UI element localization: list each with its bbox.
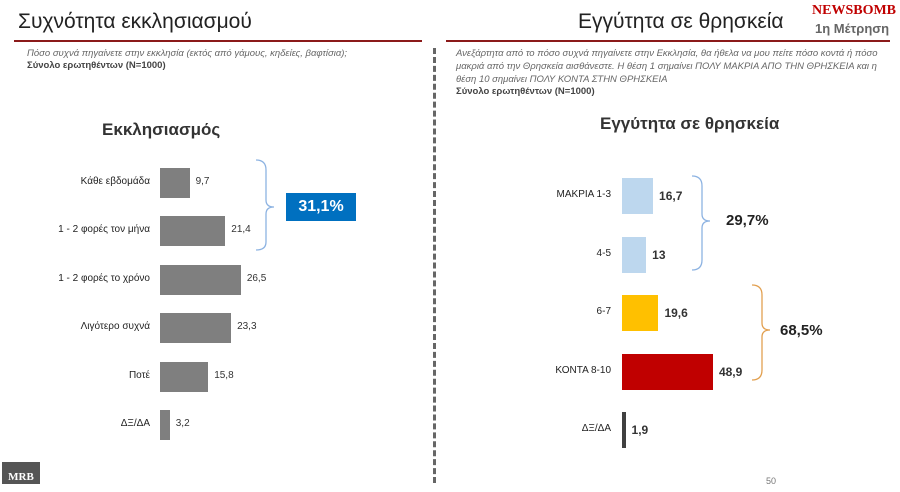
value-label: 13	[652, 247, 666, 262]
value-label: 9,7	[195, 176, 210, 187]
page-number: 50	[766, 476, 777, 486]
value-label: 15,8	[214, 369, 234, 381]
bar	[160, 313, 232, 344]
right-title: Εγγύτητα σε θρησκεία	[578, 10, 784, 33]
right-rule	[446, 40, 890, 42]
category-label: ΔΞ/ΔΑ	[581, 423, 611, 434]
bar	[622, 353, 713, 390]
value-label: 1,9	[631, 423, 649, 437]
category-label: 1 - 2 φορές τον μήνα	[58, 224, 150, 236]
bar	[160, 168, 190, 198]
divider	[433, 48, 436, 483]
newsbomb-logo: NEWSBOMB	[812, 3, 897, 18]
value-label: 48,9	[718, 364, 743, 379]
bar	[622, 178, 654, 214]
bar	[622, 295, 659, 331]
right-sample: Σύνολο ερωτηθέντων (N=1000)	[456, 86, 595, 97]
category-label: Κάθε εβδομάδα	[80, 176, 150, 187]
left-chart-title: Εκκλησιασμός	[102, 120, 221, 139]
bracket-close	[751, 284, 771, 381]
value-label: 19,6	[664, 306, 688, 320]
category-label: Λιγότερο συχνά	[80, 321, 150, 333]
total-badge: 31,1%	[286, 193, 356, 221]
bracket-far	[691, 175, 711, 271]
bar	[160, 264, 241, 295]
left-rule	[14, 40, 422, 42]
value-label: 3,2	[175, 418, 190, 429]
value-label: 26,5	[246, 272, 267, 284]
bar	[622, 412, 626, 448]
bracket-left	[255, 159, 275, 251]
left-question: Πόσο συχνά πηγαίνετε στην εκκλησία (εκτό…	[27, 48, 348, 59]
category-label: ΔΞ/ΔΑ	[120, 418, 150, 429]
far-total: 29,7%	[726, 212, 769, 229]
category-label: 4-5	[596, 247, 611, 259]
mrb-logo: MRB	[2, 462, 40, 484]
value-label: 23,3	[237, 321, 257, 333]
category-label: Ποτέ	[128, 369, 150, 381]
bar	[160, 216, 226, 247]
right-chart-title: Εγγύτητα σε θρησκεία	[600, 114, 780, 133]
category-label: ΚΟΝΤΑ 8-10	[555, 364, 611, 376]
bar	[160, 361, 209, 392]
category-label: 6-7	[596, 306, 611, 317]
category-label: ΜΑΚΡΙΑ 1-3	[556, 189, 611, 200]
close-total: 68,5%	[780, 322, 823, 339]
value-label: 16,7	[659, 189, 683, 203]
left-sample: Σύνολο ερωτηθέντων (N=1000)	[27, 60, 166, 71]
wave-label: 1η Μέτρηση	[815, 21, 890, 36]
category-label: 1 - 2 φορές το χρόνο	[58, 272, 150, 284]
left-title: Συχνότητα εκκλησιασμού	[18, 10, 252, 33]
bar	[160, 410, 170, 440]
bar	[622, 236, 647, 273]
value-label: 21,4	[231, 224, 251, 236]
right-question: Ανεξάρτητα από το πόσο συχνά πηγαίνετε σ…	[456, 48, 878, 85]
